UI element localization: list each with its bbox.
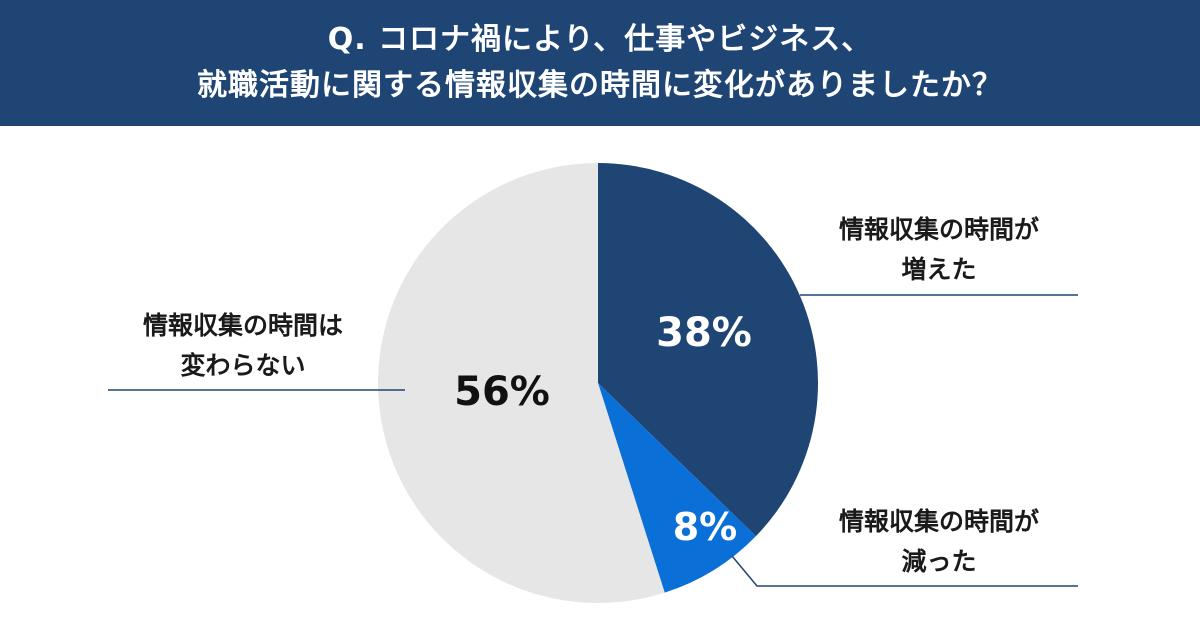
category-label-increased: 情報収集の時間が 増えた [800,210,1078,290]
slice-increased [598,163,818,537]
value-label-decreased: 8% [673,505,738,549]
category-label-increased-line-1: 情報収集の時間が [838,215,1039,244]
value-label-increased: 38% [656,310,752,356]
leader-line-decreased [731,555,1078,587]
slice-decreased [598,383,756,593]
category-label-decreased: 情報収集の時間が 減った [800,502,1078,582]
category-label-decreased-line-1: 情報収集の時間が [838,507,1039,536]
category-label-unchanged-line-1: 情報収集の時間は [142,311,343,340]
question-title-line-1: Q. コロナ禍により、仕事やビジネス、 [327,22,873,57]
category-label-decreased-line-2: 減った [901,547,977,576]
slice-unchanged [378,163,665,603]
category-label-increased-line-2: 増えた [901,255,977,284]
category-label-unchanged: 情報収集の時間は 変わらない [108,306,378,386]
question-title-line-2: 就職活動に関する情報収集の時間に変化がありましたか？ [197,68,1003,103]
question-header: Q. コロナ禍により、仕事やビジネス、 就職活動に関する情報収集の時間に変化があ… [0,0,1200,126]
value-label-unchanged: 56% [454,369,550,415]
category-label-unchanged-line-2: 変わらない [180,351,306,380]
